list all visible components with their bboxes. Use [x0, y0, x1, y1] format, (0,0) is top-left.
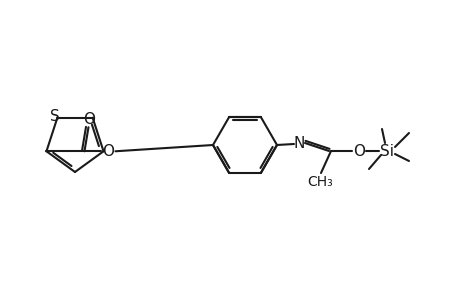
- Text: O: O: [83, 112, 95, 127]
- Text: CH₃: CH₃: [307, 175, 332, 189]
- Text: N: N: [293, 136, 304, 151]
- Text: O: O: [352, 143, 364, 158]
- Text: Si: Si: [379, 143, 393, 158]
- Text: O: O: [102, 144, 114, 159]
- Text: S: S: [50, 109, 60, 124]
